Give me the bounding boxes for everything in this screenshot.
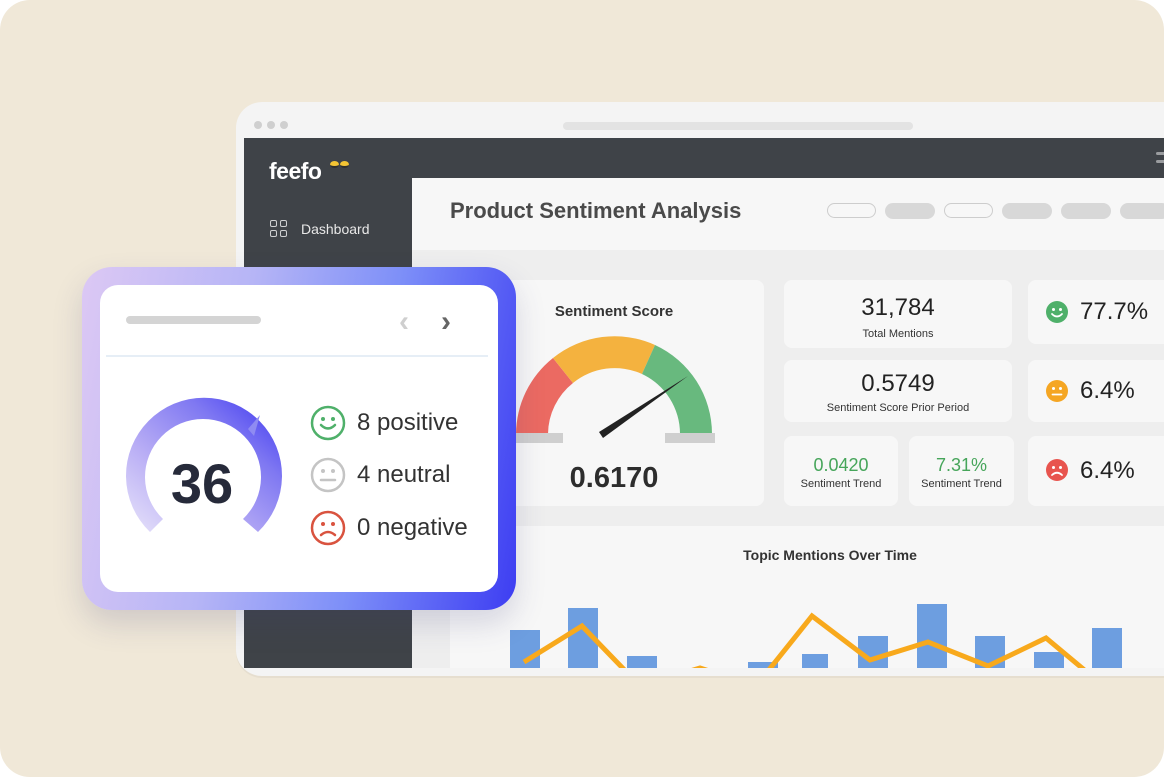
total-mentions-value: 31,784 <box>861 294 935 321</box>
negative-share-card: 6.4% <box>1028 436 1164 506</box>
widget-row-negative: 0 negative <box>310 510 468 546</box>
prior-period-card: 0.5749 Sentiment Score Prior Period <box>784 360 1012 422</box>
gauge-base-left <box>514 433 563 443</box>
brand-logo[interactable]: feefo <box>269 158 322 184</box>
widget-row-neutral: 4 neutral <box>310 457 450 493</box>
sentiment-trend-percent-card: 7.31% Sentiment Trend <box>909 436 1014 506</box>
sad-face-icon <box>310 510 346 546</box>
smile-face-icon <box>310 405 346 441</box>
window-controls <box>254 121 288 129</box>
gauge-base-right <box>665 433 715 443</box>
widget-neutral-count: 4 neutral <box>357 461 451 488</box>
smile-face-icon <box>1046 301 1068 323</box>
gauge-segment-green <box>642 345 712 434</box>
chart-bar <box>1034 652 1064 668</box>
score-ring <box>126 397 282 532</box>
neutral-face-icon <box>1046 380 1068 402</box>
grid-icon <box>270 220 287 237</box>
menu-icon[interactable] <box>1156 152 1164 168</box>
logo-eyes-icon <box>330 161 349 168</box>
chart-bar <box>917 604 947 668</box>
sentiment-trend-percent-value: 7.31% <box>935 455 988 475</box>
widget-negative-count: 0 negative <box>357 514 468 541</box>
chart-bar <box>627 656 657 668</box>
gauge-segment-red <box>516 358 573 434</box>
sentiment-score-title: Sentiment Score <box>554 303 674 320</box>
neutral-share-card: 6.4% <box>1028 360 1164 422</box>
prior-period-label: Sentiment Score Prior Period <box>826 402 970 414</box>
topic-mentions-title: Topic Mentions Over Time <box>743 547 917 563</box>
positive-share-card: 77.7% <box>1028 280 1164 344</box>
neutral-face-icon <box>310 457 346 493</box>
chart-bar <box>748 662 778 668</box>
score-widget-frame: ‹ › 36 <box>82 267 516 610</box>
page-header: Product Sentiment Analysis <box>412 178 1164 250</box>
filter-pill[interactable] <box>885 203 935 219</box>
sad-face-icon <box>1046 459 1068 481</box>
score-ring-tip <box>248 415 260 436</box>
score-widget: ‹ › 36 <box>100 285 498 592</box>
negative-share-value: 6.4% <box>1080 457 1135 484</box>
window-dot[interactable] <box>267 121 275 129</box>
total-mentions-card: 31,784 Total Mentions <box>784 280 1012 348</box>
topic-mentions-card: Topic Mentions Over Time <box>450 526 1164 668</box>
sentiment-trend-card: 0.0420 Sentiment Trend <box>784 436 898 506</box>
score-ring-arc <box>126 397 282 532</box>
chart-bar <box>1092 628 1122 668</box>
widget-positive-count: 8 positive <box>357 409 459 436</box>
positive-share-value: 77.7% <box>1080 298 1149 325</box>
sentiment-score-value: 0.6170 <box>569 462 659 494</box>
filter-pills <box>827 203 1164 219</box>
chevron-right-icon[interactable]: › <box>441 305 451 338</box>
chevron-left-icon[interactable]: ‹ <box>399 305 409 338</box>
page-title: Product Sentiment Analysis <box>450 198 742 223</box>
widget-row-positive: 8 positive <box>310 405 458 441</box>
address-bar[interactable] <box>563 122 913 130</box>
sidebar-item-label: Dashboard <box>301 220 370 237</box>
filter-pill[interactable] <box>1120 203 1164 219</box>
widget-divider <box>106 355 488 357</box>
sentiment-trend-value: 0.0420 <box>813 455 869 475</box>
gauge-needle <box>599 376 688 438</box>
filter-pill[interactable] <box>1061 203 1111 219</box>
window-dot[interactable] <box>280 121 288 129</box>
topic-mentions-chart <box>510 604 1122 668</box>
sentiment-trend-label: Sentiment Trend <box>800 478 882 490</box>
widget-score: 36 <box>170 452 234 515</box>
gauge-segment-orange <box>553 336 655 383</box>
filter-pill[interactable] <box>944 203 993 218</box>
filter-pill[interactable] <box>1002 203 1052 219</box>
sidebar-item-dashboard[interactable]: Dashboard <box>270 220 370 237</box>
chart-line <box>522 612 1086 668</box>
widget-title-placeholder <box>126 316 261 324</box>
neutral-share-value: 6.4% <box>1080 377 1135 404</box>
prior-period-value: 0.5749 <box>861 370 935 397</box>
sentiment-trend-percent-label: Sentiment Trend <box>921 478 1002 490</box>
chart-bar <box>802 654 828 668</box>
total-mentions-label: Total Mentions <box>862 328 934 340</box>
filter-pill[interactable] <box>827 203 876 218</box>
sentiment-gauge <box>514 336 715 443</box>
main-panel: Product Sentiment Analysis Sentiment Sco… <box>412 178 1164 668</box>
window-dot[interactable] <box>254 121 262 129</box>
